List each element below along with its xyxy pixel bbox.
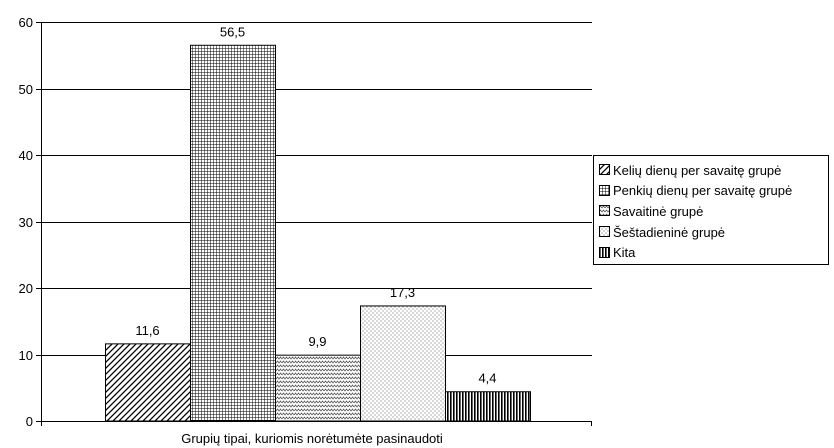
legend-swatch [599, 184, 610, 196]
legend-item: Savaitinė grupė [599, 201, 828, 222]
legend-item: Penkių dienų per savaitę grupė [599, 181, 828, 202]
data-label: 4,4 [478, 371, 496, 386]
legend-label: Kelių dienų per savaitę grupė [613, 162, 782, 178]
legend-item: Kita [599, 242, 828, 263]
legend-item: Kelių dienų per savaitę grupė [599, 160, 828, 181]
bar [190, 44, 276, 422]
legend-swatch [599, 164, 610, 176]
bars [105, 44, 531, 422]
legend-item: Šeštadieninė grupė [599, 222, 828, 243]
legend-label: Penkių dienų per savaitę grupė [613, 183, 793, 199]
legend-swatch [599, 246, 610, 258]
legend-swatch [599, 205, 610, 217]
data-labels: 11,6 56,5 9,9 17,3 4,4 [135, 24, 496, 385]
bar [105, 343, 191, 422]
data-label: 56,5 [220, 24, 245, 39]
legend-label: Šeštadieninė grupė [613, 224, 726, 240]
bar [445, 391, 531, 422]
legend-swatch [599, 226, 610, 238]
data-label: 9,9 [308, 334, 326, 349]
y-tick-label: 30 [19, 215, 33, 230]
y-tick-label: 50 [19, 82, 33, 97]
chart-legend: Kelių dienų per savaitę grupė Penkių dien… [593, 155, 829, 265]
data-label: 11,6 [135, 323, 159, 338]
bar [360, 305, 446, 422]
y-tick-label: 20 [19, 281, 33, 296]
legend-label: Kita [613, 245, 636, 261]
x-axis-title: Grupių tipai, kuriomis norėtumėte pasina… [181, 431, 443, 446]
y-tick-label: 10 [19, 348, 33, 363]
data-label: 17,3 [390, 285, 415, 300]
y-tick-label: 0 [26, 414, 33, 429]
bar [275, 354, 361, 422]
y-tick-label: 60 [19, 15, 33, 30]
legend-label: Savaitinė grupė [613, 203, 704, 219]
gridlines [41, 22, 592, 356]
y-tick-label: 40 [19, 148, 33, 163]
